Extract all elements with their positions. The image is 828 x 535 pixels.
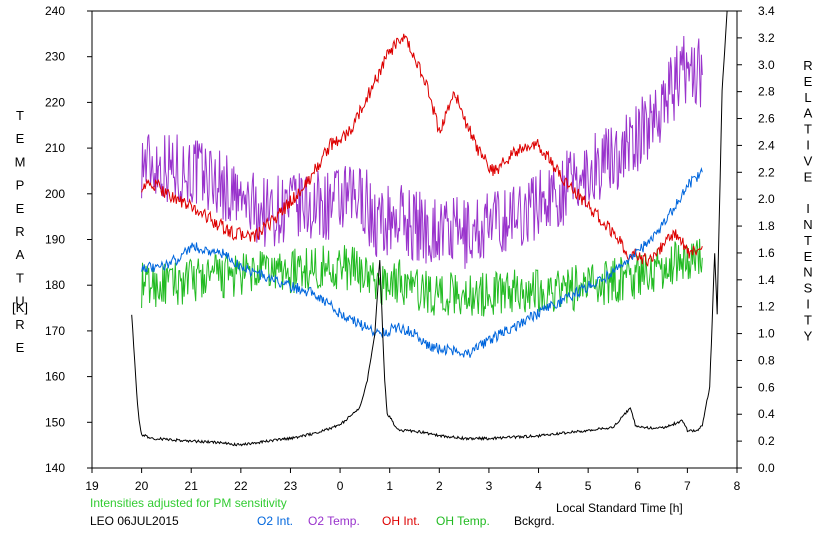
- right-tick-label: 1.8: [758, 219, 775, 233]
- left-tick-label: 220: [45, 95, 65, 109]
- left-label-letter: E: [16, 340, 25, 355]
- x-tick-label: 8: [734, 479, 741, 493]
- x-tick-label: 20: [135, 479, 149, 493]
- left-tick-label: 210: [45, 141, 65, 155]
- right-tick-label: 1.0: [758, 327, 775, 341]
- right-label-letter: E: [804, 249, 813, 264]
- x-tick-label: 21: [185, 479, 199, 493]
- x-axis-label: Local Standard Time [h]: [556, 501, 683, 515]
- left-label-letter: E: [16, 131, 25, 146]
- right-tick-label: 0.4: [758, 407, 775, 421]
- right-label-letter: I: [806, 138, 810, 153]
- right-tick-label: 3.4: [758, 4, 775, 18]
- legend-o2-temp: O2 Temp.: [308, 514, 360, 528]
- plot-frame: [91, 10, 738, 469]
- right-label-letter: T: [804, 312, 812, 327]
- x-tick-label: 5: [585, 479, 592, 493]
- x-tick-label: 6: [634, 479, 641, 493]
- right-label-letter: I: [806, 297, 810, 312]
- right-label-letter: N: [803, 265, 812, 280]
- legend-o2-int: O2 Int.: [257, 514, 294, 528]
- left-tick-label: 230: [45, 50, 65, 64]
- x-tick-label: 0: [337, 479, 344, 493]
- right-label-letter: R: [803, 58, 812, 73]
- legend-oh-temp: OH Temp.: [436, 514, 490, 528]
- left-tick-label: 200: [45, 187, 65, 201]
- right-tick-label: 0.8: [758, 353, 775, 367]
- right-label-letter: A: [804, 106, 813, 121]
- left-label-letter: T: [16, 270, 24, 285]
- right-tick-label: 2.2: [758, 165, 775, 179]
- left-label-unit: [K]: [12, 300, 28, 315]
- right-tick-label: 0.0: [758, 461, 775, 475]
- x-tick-label: 4: [535, 479, 542, 493]
- right-label-letter: S: [804, 281, 813, 296]
- right-tick-label: 1.6: [758, 246, 775, 260]
- right-y-axis: 0.0 0.2 0.4 0.6 0.8 1.0 1.2 1.4 1.6 1.8 2.0 2.2 2.4 2…: [737, 4, 775, 475]
- right-tick-label: 2.4: [758, 138, 775, 152]
- series-layer: [131, 10, 728, 447]
- sensitivity-note: Intensities adjusted for PM sensitivity: [90, 496, 287, 510]
- right-tick-label: 0.6: [758, 380, 775, 394]
- legend-oh-int: OH Int.: [382, 514, 421, 528]
- series-line-bckgrd: [131, 10, 728, 447]
- x-tick-label: 19: [85, 479, 99, 493]
- left-tick-label: 170: [45, 324, 65, 338]
- left-label-letter: T: [16, 108, 24, 123]
- right-tick-label: 2.0: [758, 192, 775, 206]
- x-axis: 19 20 21 22 23 0 1 2 3 4 5 6 7 8: [85, 468, 741, 493]
- right-label-letter: L: [804, 90, 811, 105]
- right-label-letter: T: [804, 233, 812, 248]
- left-tick-label: 160: [45, 370, 65, 384]
- right-tick-label: 1.2: [758, 300, 775, 314]
- x-tick-label: 23: [284, 479, 298, 493]
- series-line-o2-int: [141, 167, 703, 358]
- right-tick-label: 2.6: [758, 112, 775, 126]
- left-y-axis: 140 150 160 170 180 190 200 210 220 230 240: [45, 4, 92, 475]
- left-tick-label: 140: [45, 461, 65, 475]
- x-tick-label: 2: [436, 479, 443, 493]
- left-tick-label: 190: [45, 233, 65, 247]
- station-date: LEO 06JUL2015: [90, 514, 179, 528]
- series-line-oh-temp: [141, 238, 703, 317]
- right-label-letter: E: [804, 74, 813, 89]
- right-label-letter: V: [804, 153, 813, 168]
- left-label-letter: R: [15, 317, 24, 332]
- series-line-oh-int: [141, 33, 703, 267]
- right-tick-label: 2.8: [758, 85, 775, 99]
- left-tick-label: 150: [45, 415, 65, 429]
- right-label-letter: Y: [804, 328, 813, 343]
- left-tick-label: 180: [45, 278, 65, 292]
- right-tick-label: 3.2: [758, 31, 775, 45]
- x-tick-label: 1: [386, 479, 393, 493]
- right-tick-label: 0.2: [758, 434, 775, 448]
- legend-bckgrd: Bckgrd.: [514, 514, 555, 528]
- right-label-letter: E: [804, 169, 813, 184]
- left-label-letter: M: [15, 154, 26, 169]
- left-label-letter: E: [16, 201, 25, 216]
- right-label-letter: N: [803, 217, 812, 232]
- right-tick-label: 1.4: [758, 273, 775, 287]
- x-tick-label: 3: [486, 479, 493, 493]
- left-label-letter: U: [15, 294, 24, 309]
- right-tick-label: 3.0: [758, 58, 775, 72]
- left-label-letter: P: [16, 178, 25, 193]
- left-label-letter: A: [16, 247, 25, 262]
- right-label-letter: I: [806, 201, 810, 216]
- x-tick-label: 7: [684, 479, 691, 493]
- series-line-o2-temp: [141, 35, 703, 269]
- left-tick-label: 240: [45, 4, 65, 18]
- right-label-letter: T: [804, 122, 812, 137]
- left-label-letter: R: [15, 224, 24, 239]
- x-tick-label: 22: [234, 479, 248, 493]
